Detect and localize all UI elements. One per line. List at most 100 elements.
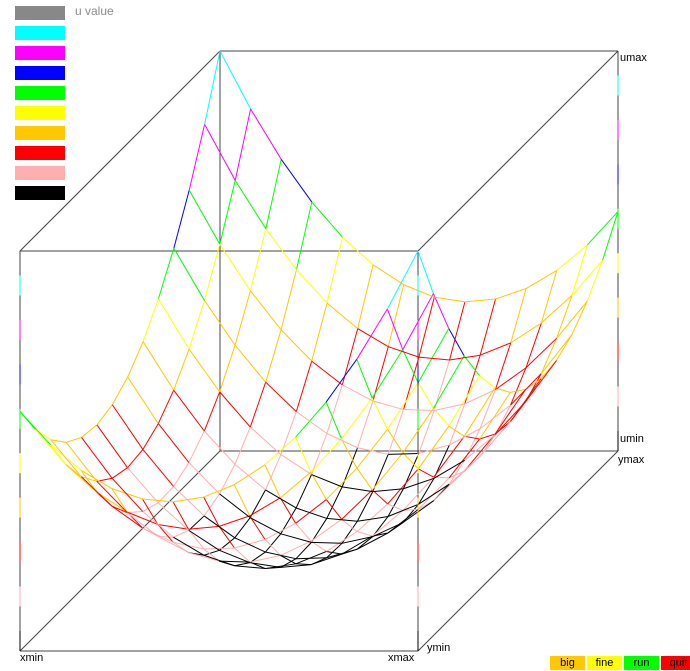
surface-grid-line bbox=[525, 270, 558, 289]
surface-grid-line bbox=[203, 547, 235, 550]
surface-grid-line bbox=[464, 298, 496, 303]
surface-grid-line bbox=[111, 505, 143, 529]
surface-grid-line bbox=[142, 498, 159, 525]
surface-grid-line bbox=[556, 300, 588, 339]
surface-grid-line bbox=[204, 50, 221, 125]
surface-grid-line bbox=[234, 565, 266, 570]
surface-grid-line bbox=[357, 328, 389, 348]
surface-grid-line bbox=[403, 508, 419, 511]
surface-grid-line bbox=[372, 454, 389, 492]
surface-grid-line bbox=[464, 433, 496, 472]
surface-grid-line bbox=[356, 503, 389, 532]
surface-grid-line bbox=[280, 269, 297, 330]
surface-grid-line bbox=[479, 342, 511, 356]
surface-grid-line bbox=[295, 522, 312, 542]
surface-grid-line bbox=[249, 497, 281, 517]
surface-grid-line bbox=[310, 518, 342, 542]
surface-grid-line bbox=[203, 484, 235, 498]
surface-grid-line bbox=[219, 391, 251, 428]
surface-grid-line bbox=[571, 301, 588, 335]
legend-swatch bbox=[15, 126, 65, 140]
surface-grid-line bbox=[280, 555, 297, 565]
surface-grid-line bbox=[387, 428, 404, 454]
surface-grid-line bbox=[371, 349, 404, 399]
surface-grid-line bbox=[219, 493, 251, 519]
surface-grid-line bbox=[80, 470, 113, 489]
surface-grid-line bbox=[386, 250, 419, 310]
surface-grid-line bbox=[417, 328, 450, 383]
surface-grid-line bbox=[188, 528, 205, 550]
surface-grid-line bbox=[265, 454, 282, 491]
surface-grid-line bbox=[188, 348, 221, 393]
surface-grid-line bbox=[173, 536, 205, 556]
surface-grid-line bbox=[479, 421, 511, 457]
surface-grid-line bbox=[203, 549, 220, 556]
surface-grid-line bbox=[387, 468, 419, 505]
surface-grid-line bbox=[402, 500, 435, 523]
surface-grid-line bbox=[234, 547, 251, 563]
surface-grid-line bbox=[173, 486, 205, 517]
big-button[interactable]: big bbox=[550, 656, 585, 670]
surface-grid-line bbox=[280, 329, 313, 362]
surface-grid-line bbox=[111, 477, 144, 512]
surface-grid-line bbox=[279, 471, 312, 499]
surface-grid-line bbox=[372, 521, 404, 538]
surface-grid-line bbox=[295, 557, 327, 560]
quit-button[interactable]: quit bbox=[661, 656, 690, 670]
surface-grid-line bbox=[357, 516, 389, 522]
legend-title: u value bbox=[75, 4, 114, 18]
surface-grid-line bbox=[510, 322, 542, 344]
surface-grid-line bbox=[250, 108, 282, 160]
surface-grid-line bbox=[219, 50, 252, 110]
surface-grid-line bbox=[434, 403, 465, 411]
surface-grid-line bbox=[234, 464, 266, 486]
surface-grid-line bbox=[372, 488, 404, 493]
surface-grid-line bbox=[111, 505, 128, 514]
surface-grid-line bbox=[387, 409, 405, 455]
surface-grid-line bbox=[402, 452, 419, 470]
surface-grid-line bbox=[188, 300, 205, 350]
legend-swatch bbox=[15, 106, 65, 120]
surface-grid-line bbox=[326, 237, 343, 304]
surface-grid-line bbox=[325, 499, 343, 520]
legend-swatch bbox=[15, 146, 65, 160]
surface-grid-line bbox=[325, 359, 358, 403]
surface-mesh bbox=[19, 50, 619, 570]
surface-grid-line bbox=[418, 478, 435, 505]
surface-grid-line bbox=[479, 404, 511, 430]
surface-grid-line bbox=[127, 512, 159, 537]
surface-grid-line bbox=[188, 124, 206, 191]
surface-grid-line bbox=[494, 342, 512, 390]
surface-grid-line bbox=[81, 476, 97, 482]
surface-grid-line bbox=[311, 360, 343, 386]
surface-grid-line bbox=[173, 529, 189, 538]
surface-grid-line bbox=[203, 496, 220, 527]
surface-grid-line bbox=[204, 300, 236, 346]
surface-grid-line bbox=[295, 507, 327, 519]
surface-grid-line bbox=[234, 108, 252, 181]
surface-grid-line bbox=[326, 548, 358, 559]
surface-grid-line bbox=[264, 522, 296, 540]
surface-grid-line bbox=[602, 211, 619, 261]
legend-swatch bbox=[15, 166, 65, 180]
surface-grid-line bbox=[388, 346, 420, 358]
surface-grid-line bbox=[234, 290, 251, 346]
surface-grid-line bbox=[142, 298, 159, 342]
run-button[interactable]: run bbox=[624, 656, 659, 670]
surface-grid-line bbox=[265, 329, 282, 383]
surface-grid-line bbox=[448, 328, 465, 357]
surface-grid-line bbox=[188, 529, 220, 551]
surface-grid-line bbox=[433, 470, 465, 501]
surface-grid-line bbox=[325, 401, 342, 440]
fine-button[interactable]: fine bbox=[587, 656, 622, 670]
surface-grid-line bbox=[372, 510, 404, 537]
surface-grid-line bbox=[387, 503, 404, 511]
surface-grid-line bbox=[525, 322, 542, 368]
surface-grid-line bbox=[249, 382, 267, 428]
surface-grid-line bbox=[371, 452, 404, 491]
surface-grid-line bbox=[540, 334, 573, 374]
surface-grid-line bbox=[157, 389, 175, 424]
surface-grid-line bbox=[311, 541, 343, 544]
surface-grid-line bbox=[50, 439, 67, 443]
surface-grid-line bbox=[525, 337, 557, 369]
